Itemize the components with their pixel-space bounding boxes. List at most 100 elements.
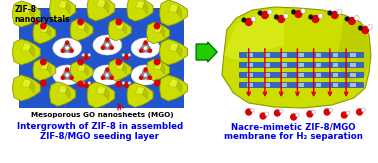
Circle shape (124, 82, 129, 88)
Circle shape (262, 12, 268, 18)
Bar (316, 62, 321, 67)
Circle shape (146, 50, 148, 52)
Polygon shape (22, 5, 31, 13)
Polygon shape (104, 88, 109, 100)
Circle shape (141, 74, 143, 76)
Circle shape (242, 17, 246, 22)
Polygon shape (65, 87, 71, 99)
Bar (333, 82, 338, 87)
Circle shape (149, 76, 152, 79)
Polygon shape (169, 79, 178, 87)
Circle shape (332, 12, 338, 18)
Polygon shape (58, 85, 67, 93)
Bar (239, 62, 363, 67)
Circle shape (64, 71, 67, 73)
Text: Intergrowth of ZIF-8 in assembled
ZIF-8/MGO seeding layer: Intergrowth of ZIF-8 in assembled ZIF-8/… (17, 122, 183, 141)
Text: Nacre-mimetic ZIF-8/MGO
membrane for H₂ separation: Nacre-mimetic ZIF-8/MGO membrane for H₂ … (224, 122, 363, 141)
Circle shape (295, 10, 302, 17)
Circle shape (245, 18, 252, 25)
Bar (316, 73, 321, 76)
Circle shape (64, 44, 67, 46)
Circle shape (260, 113, 266, 119)
Polygon shape (77, 22, 86, 29)
Circle shape (110, 44, 112, 46)
Polygon shape (46, 27, 51, 37)
Polygon shape (96, 0, 106, 7)
Circle shape (68, 77, 70, 79)
Bar (264, 62, 270, 67)
Polygon shape (29, 45, 35, 57)
Bar (281, 73, 287, 76)
Circle shape (291, 9, 296, 15)
Circle shape (122, 81, 125, 84)
Polygon shape (13, 75, 40, 101)
Polygon shape (96, 86, 106, 94)
Polygon shape (33, 22, 56, 44)
Circle shape (312, 110, 316, 114)
Bar (264, 82, 270, 87)
Bar (298, 62, 304, 67)
Text: ZIF-8
nanocrystals: ZIF-8 nanocrystals (15, 5, 70, 24)
Polygon shape (29, 81, 35, 93)
Circle shape (354, 15, 359, 21)
Circle shape (106, 38, 109, 41)
Circle shape (278, 15, 285, 22)
Polygon shape (135, 86, 145, 94)
Circle shape (84, 55, 88, 59)
Circle shape (146, 77, 148, 79)
Polygon shape (29, 7, 35, 19)
Bar (239, 82, 363, 87)
Circle shape (141, 47, 143, 49)
Bar (281, 82, 287, 87)
Circle shape (106, 68, 109, 71)
Polygon shape (65, 2, 71, 14)
Circle shape (274, 110, 280, 116)
Polygon shape (50, 0, 76, 21)
Polygon shape (22, 79, 31, 87)
Polygon shape (13, 1, 40, 27)
Ellipse shape (53, 65, 82, 85)
Circle shape (274, 15, 279, 20)
Polygon shape (176, 45, 182, 57)
FancyArrow shape (196, 42, 217, 62)
Circle shape (139, 49, 143, 52)
Bar (247, 73, 253, 76)
Polygon shape (22, 43, 31, 51)
Polygon shape (147, 59, 169, 81)
Bar (247, 52, 253, 57)
Polygon shape (33, 59, 56, 81)
Circle shape (82, 81, 85, 84)
Polygon shape (160, 0, 187, 26)
Circle shape (267, 9, 272, 15)
Circle shape (337, 9, 342, 15)
Circle shape (284, 14, 288, 18)
Circle shape (103, 74, 105, 76)
Polygon shape (160, 27, 165, 37)
Circle shape (124, 55, 129, 59)
Circle shape (357, 109, 363, 115)
Polygon shape (87, 0, 115, 21)
Circle shape (68, 44, 70, 46)
Circle shape (291, 114, 296, 120)
Circle shape (154, 23, 160, 29)
Bar (281, 62, 287, 67)
Polygon shape (160, 39, 187, 65)
Circle shape (70, 74, 72, 76)
Polygon shape (127, 83, 153, 107)
Polygon shape (40, 25, 48, 32)
Ellipse shape (53, 38, 82, 58)
Bar (264, 73, 270, 76)
Polygon shape (77, 64, 86, 71)
Bar (298, 73, 304, 76)
Bar (247, 62, 253, 67)
Circle shape (301, 8, 305, 14)
Circle shape (308, 15, 313, 20)
Circle shape (143, 44, 145, 46)
Polygon shape (143, 2, 148, 14)
Bar (316, 52, 321, 57)
Circle shape (362, 27, 369, 34)
Bar (350, 73, 356, 76)
Circle shape (143, 71, 145, 73)
Circle shape (368, 24, 372, 30)
Polygon shape (104, 1, 109, 13)
